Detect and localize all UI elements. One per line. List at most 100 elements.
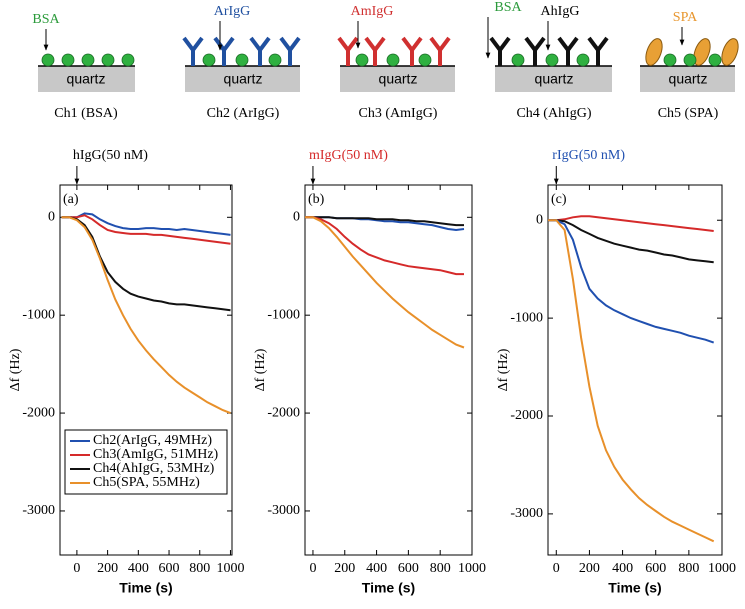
- y-tick-label: 0: [536, 212, 543, 227]
- x-tick-label: 200: [579, 561, 600, 576]
- injection-label: rIgG(50 nM): [552, 148, 625, 163]
- antibody: [337, 36, 359, 66]
- bsa-molecule: [81, 53, 95, 67]
- antibody: [557, 36, 579, 66]
- bsa-molecule: [418, 53, 432, 67]
- x-axis-label: Time (s): [119, 580, 172, 596]
- plot-frame: [59, 184, 233, 556]
- legend-box: [64, 429, 228, 495]
- x-tick-label: 1000: [216, 561, 244, 576]
- bsa-molecule: [121, 53, 135, 67]
- quartz-substrate: [495, 66, 612, 92]
- substrate-label: quartz: [67, 71, 106, 87]
- y-axis-label: Δf (Hz): [8, 348, 23, 391]
- channel-caption: Ch3 (AmIgG): [359, 106, 438, 121]
- y-tick-label: 0: [293, 210, 300, 225]
- y-tick-label: -2000: [510, 408, 543, 423]
- x-tick-label: 800: [430, 561, 451, 576]
- series-line: [305, 216, 464, 276]
- x-tick-label: 600: [398, 561, 419, 576]
- x-tick-label: 0: [553, 561, 560, 576]
- bsa-molecule: [355, 53, 369, 67]
- antibody: [213, 36, 235, 66]
- molecule-label: AmIgG: [351, 4, 394, 19]
- antibody: [489, 36, 511, 66]
- plot-frame: [304, 184, 473, 556]
- bsa-molecule: [708, 53, 722, 67]
- molecule-label: BSA: [32, 12, 60, 27]
- x-tick-label: 600: [645, 561, 666, 576]
- bsa-molecule: [202, 53, 216, 67]
- series-line: [548, 219, 715, 344]
- channel-caption: Ch5 (SPA): [658, 106, 719, 121]
- injection-label: hIgG(50 nM): [73, 148, 148, 163]
- series-line: [61, 216, 231, 415]
- y-axis-label: Δf (Hz): [253, 348, 268, 391]
- x-tick-label: 400: [366, 561, 387, 576]
- bsa-molecule: [663, 53, 677, 67]
- bsa-molecule: [101, 53, 115, 67]
- x-tick-label: 200: [97, 561, 118, 576]
- y-tick-label: 0: [48, 210, 55, 225]
- substrate-label: quartz: [224, 71, 263, 87]
- antibody: [249, 36, 271, 66]
- series-line: [305, 216, 464, 227]
- x-tick-label: 1000: [708, 561, 736, 576]
- antibody: [524, 36, 546, 66]
- injection-label: mIgG(50 nM): [309, 148, 388, 163]
- legend-label: Ch5(SPA, 55MHz): [93, 475, 200, 490]
- y-tick-label: -1000: [510, 310, 543, 325]
- x-tick-label: 800: [189, 561, 210, 576]
- x-tick-label: 0: [73, 561, 80, 576]
- substrate-label: quartz: [669, 71, 708, 87]
- spa-protein: [645, 38, 663, 66]
- series-line: [548, 219, 714, 264]
- x-axis-label: Time (s): [362, 580, 415, 596]
- panel-label: (b): [308, 192, 325, 207]
- series-line: [548, 215, 714, 232]
- series-line: [548, 219, 715, 543]
- x-tick-label: 400: [128, 561, 149, 576]
- y-tick-label: -3000: [22, 503, 55, 518]
- y-tick-label: -1000: [267, 307, 300, 322]
- antibody: [364, 36, 386, 66]
- channel-caption: Ch2 (ArIgG): [207, 106, 280, 121]
- y-tick-label: -2000: [22, 405, 55, 420]
- substrate-label: quartz: [379, 71, 418, 87]
- x-tick-label: 800: [678, 561, 699, 576]
- quartz-substrate: [340, 66, 455, 92]
- spa-protein: [721, 38, 739, 66]
- bsa-molecule: [386, 53, 400, 67]
- series-line: [305, 216, 465, 349]
- molecule-label: SPA: [673, 10, 698, 25]
- y-tick-label: -3000: [510, 506, 543, 521]
- antibody: [429, 36, 451, 66]
- quartz-substrate: [185, 66, 300, 92]
- bsa-molecule: [41, 53, 55, 67]
- antibody: [182, 36, 204, 66]
- panel-label: (c): [551, 192, 567, 207]
- bsa-molecule: [61, 53, 75, 67]
- bsa-molecule: [235, 53, 249, 67]
- legend-label: Ch3(AmIgG, 51MHz): [93, 447, 219, 462]
- antibody: [401, 36, 423, 66]
- molecule-label: ArIgG: [214, 4, 251, 19]
- bsa-molecule: [511, 53, 525, 67]
- channel-caption: Ch4 (AhIgG): [516, 106, 591, 121]
- molecule-label: BSA: [494, 0, 522, 15]
- antibody: [587, 36, 609, 66]
- molecule-label: AhIgG: [541, 4, 580, 19]
- y-axis-label: Δf (Hz): [496, 348, 511, 391]
- quartz-substrate: [38, 66, 135, 92]
- quartz-substrate: [640, 66, 735, 92]
- x-tick-label: 1000: [458, 561, 486, 576]
- legend-label: Ch2(ArIgG, 49MHz): [93, 433, 212, 448]
- series-line: [61, 212, 231, 236]
- channel-caption: Ch1 (BSA): [54, 106, 118, 121]
- bsa-molecule: [545, 53, 559, 67]
- legend-label: Ch4(AhIgG, 53MHz): [93, 461, 215, 476]
- spa-protein: [693, 38, 711, 66]
- bsa-molecule: [683, 53, 697, 67]
- series-line: [61, 214, 231, 245]
